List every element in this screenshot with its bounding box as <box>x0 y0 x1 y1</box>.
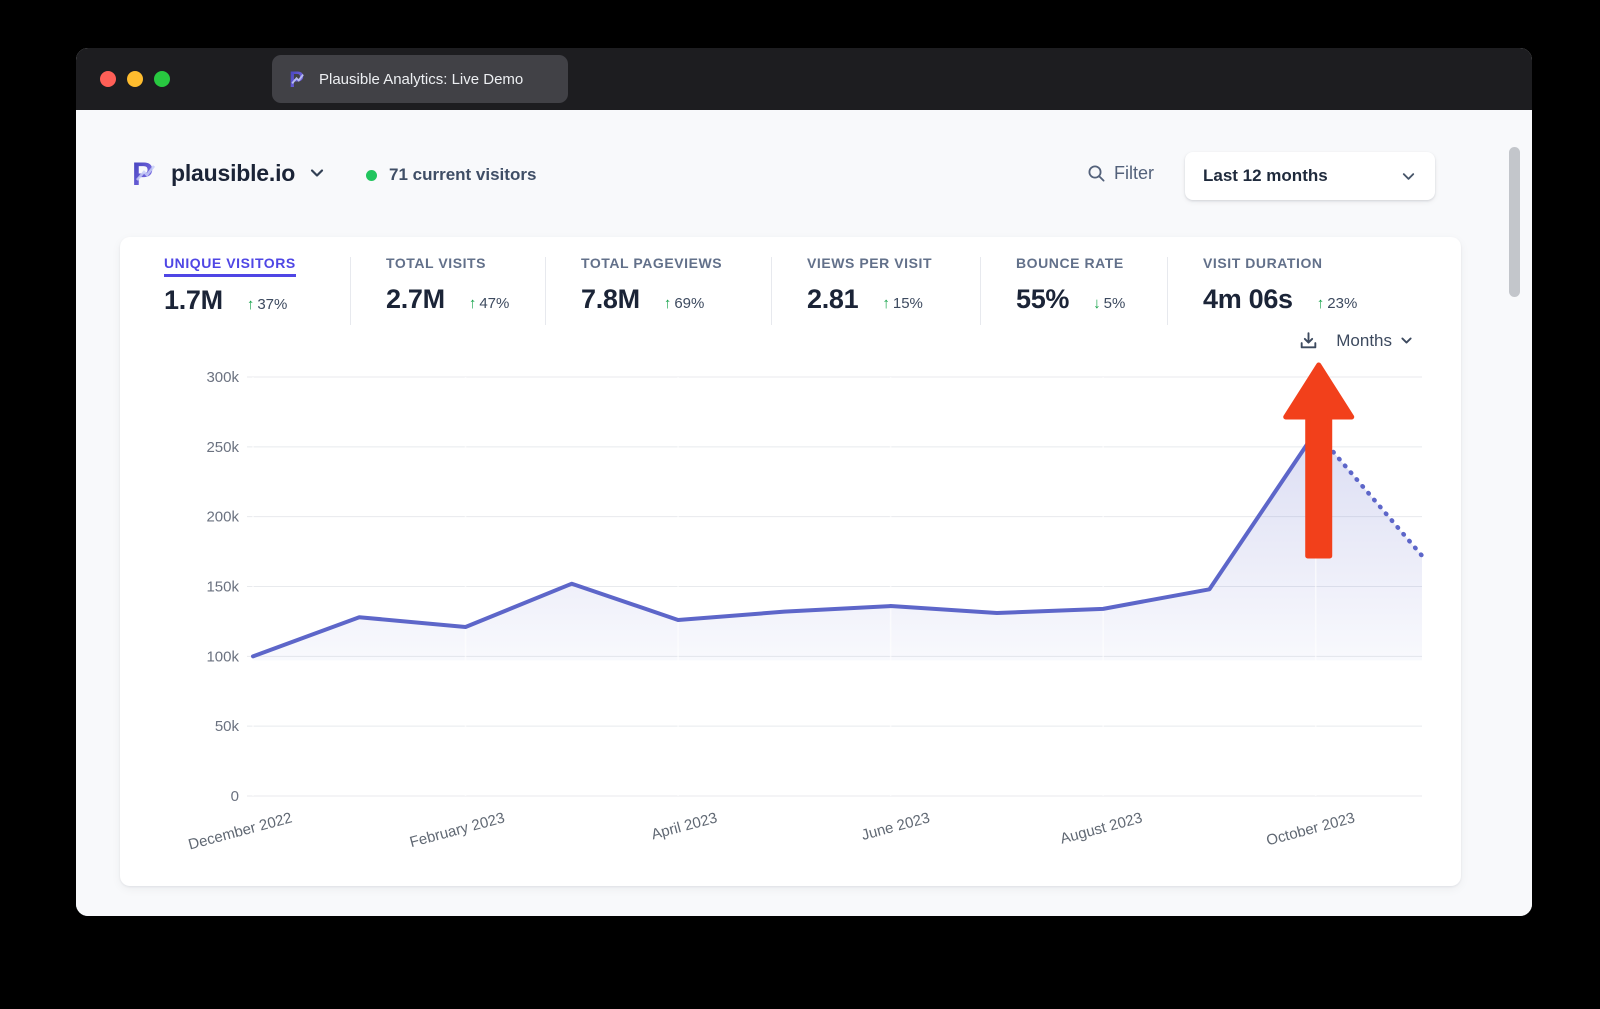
x-tick-label: August 2023 <box>1058 809 1144 847</box>
trend-up-icon: ↑ <box>663 295 672 312</box>
stat-value: 1.7M <box>164 285 223 315</box>
zoom-button[interactable] <box>154 71 170 87</box>
current-visitors[interactable]: 71 current visitors <box>366 165 536 185</box>
stat-change: ↑ 47% <box>468 295 510 312</box>
y-tick-label: 100k <box>206 648 239 665</box>
stat-change: ↓ 5% <box>1093 295 1126 312</box>
stat-label: UNIQUE VISITORS <box>164 255 296 277</box>
stat-visit-duration[interactable]: VISIT DURATION 4m 06s ↑ 23% <box>1167 255 1461 331</box>
stat-total-visits[interactable]: TOTAL VISITS 2.7M ↑ 47% <box>350 255 545 331</box>
scrollbar-thumb[interactable] <box>1509 147 1520 297</box>
stat-value: 2.81 <box>807 284 859 314</box>
window-controls <box>100 71 170 87</box>
arrow-up-annotation <box>1283 362 1355 559</box>
minimize-button[interactable] <box>127 71 143 87</box>
tab-title: Plausible Analytics: Live Demo <box>319 70 524 88</box>
stat-change: ↑ 69% <box>663 295 705 312</box>
stat-label: TOTAL PAGEVIEWS <box>581 255 723 271</box>
y-tick-label: 200k <box>206 509 239 526</box>
stat-change: ↑ 15% <box>882 295 923 312</box>
date-range-select[interactable]: Last 12 months <box>1185 152 1435 200</box>
y-tick-label: 300k <box>206 369 239 386</box>
close-button[interactable] <box>100 71 116 87</box>
filter-label: Filter <box>1114 163 1154 183</box>
analytics-card: UNIQUE VISITORS 1.7M ↑ 37% TOTAL VISITS 2… <box>120 237 1461 886</box>
chart-line <box>251 429 1318 659</box>
stat-change: ↑ 23% <box>1316 295 1358 312</box>
stat-unique-visitors[interactable]: UNIQUE VISITORS 1.7M ↑ 37% <box>120 255 350 331</box>
browser-tab[interactable]: P Plausible Analytics: Live Demo <box>272 55 568 103</box>
chevron-down-icon <box>311 169 324 177</box>
chart-line-dashed <box>1313 429 1425 559</box>
current-visitors-label: 71 current visitors <box>389 165 537 184</box>
live-dot-icon <box>366 169 377 181</box>
site-name: plausible.io <box>171 159 296 186</box>
chevron-down-icon <box>1401 337 1412 344</box>
trend-up-icon: ↑ <box>882 295 890 312</box>
chart-controls: Months <box>1298 330 1414 351</box>
stat-label: TOTAL VISITS <box>386 255 487 271</box>
stat-bounce-rate[interactable]: BOUNCE RATE 55% ↓ 5% <box>980 255 1167 331</box>
download-icon <box>1300 332 1317 349</box>
stat-label: BOUNCE RATE <box>1016 255 1124 271</box>
x-tick-label: December 2022 <box>187 809 294 853</box>
x-tick-label: October 2023 <box>1265 809 1357 849</box>
y-tick-label: 50k <box>215 718 240 735</box>
browser-window: P Plausible Analytics: Live Demo P plaus… <box>76 48 1532 916</box>
stat-value: 4m 06s <box>1203 284 1293 314</box>
stat-total-pageviews[interactable]: TOTAL PAGEVIEWS 7.8M ↑ 69% <box>545 255 771 331</box>
trend-down-icon: ↓ <box>1093 295 1101 312</box>
dashboard-page: P plausible.io 71 current visitors Filte… <box>76 110 1532 916</box>
x-tick-label: April 2023 <box>649 809 719 843</box>
stat-value: 55% <box>1016 284 1070 314</box>
visitors-chart-svg[interactable]: 0 50k 100k 150k 200k 250k 300k December 2022 Feb… <box>120 332 1461 886</box>
stat-label: VIEWS PER VISIT <box>807 255 933 271</box>
trend-up-icon: ↑ <box>468 295 477 312</box>
y-tick-label: 250k <box>206 439 239 456</box>
trend-up-icon: ↑ <box>246 296 255 313</box>
interval-select[interactable]: Months <box>1336 331 1414 351</box>
stat-value: 7.8M <box>581 284 640 314</box>
x-tick-label: February 2023 <box>408 809 507 851</box>
visitors-chart[interactable]: 0 50k 100k 150k 200k 250k 300k December 2022 Feb… <box>120 332 1461 886</box>
y-tick-label: 0 <box>231 788 239 805</box>
stat-views-per-visit[interactable]: VIEWS PER VISIT 2.81 ↑ 15% <box>771 255 980 331</box>
stat-value: 2.7M <box>386 284 445 314</box>
stat-change: ↑ 37% <box>246 296 288 313</box>
top-stats: UNIQUE VISITORS 1.7M ↑ 37% TOTAL VISITS 2… <box>120 255 1461 331</box>
trend-up-icon: ↑ <box>1316 295 1325 312</box>
interval-value: Months <box>1336 330 1392 350</box>
chart-area-fill <box>253 431 1422 661</box>
search-icon <box>1088 165 1105 182</box>
x-tick-label: June 2023 <box>860 809 932 844</box>
plausible-logo-icon: P <box>132 157 156 189</box>
plausible-favicon-icon: P <box>289 68 304 90</box>
download-button[interactable] <box>1298 330 1319 351</box>
stat-label: VISIT DURATION <box>1203 255 1323 271</box>
filter-button[interactable]: Filter <box>1087 163 1154 184</box>
chevron-down-icon <box>1402 172 1415 180</box>
site-switcher[interactable]: P plausible.io <box>130 157 326 189</box>
y-tick-label: 150k <box>206 579 239 596</box>
browser-titlebar: P Plausible Analytics: Live Demo <box>76 48 1532 110</box>
date-range-value: Last 12 months <box>1203 166 1328 185</box>
